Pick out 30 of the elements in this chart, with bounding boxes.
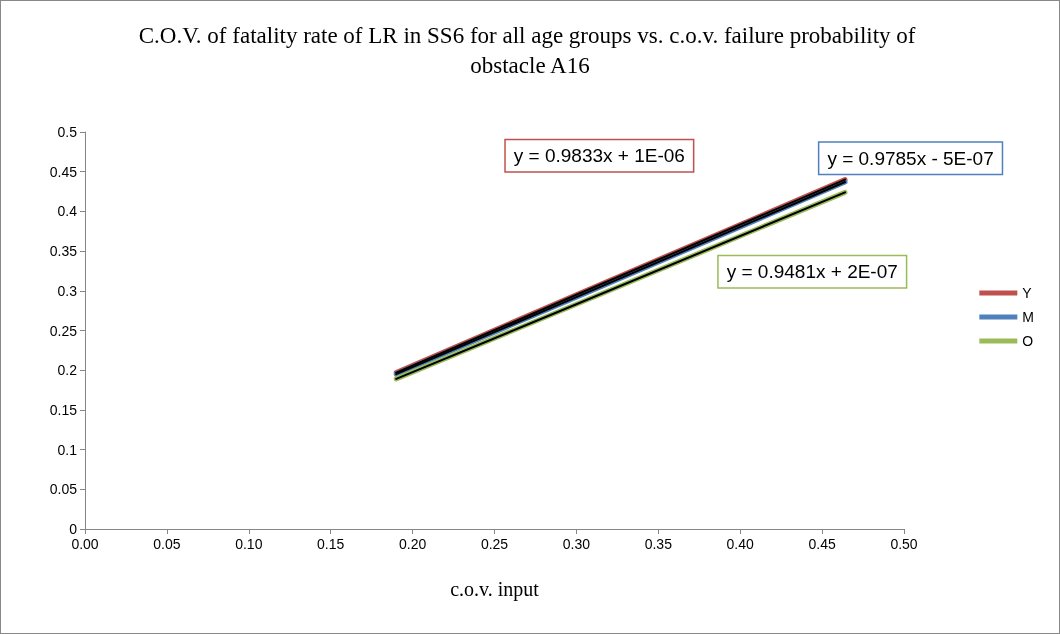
x-tick-label: 0.30 — [562, 536, 591, 552]
x-tick-label: 0.35 — [644, 536, 673, 552]
chart-title: C.O.V. of fatality rate of LR in SS6 for all age groups vs. c.o.v. failure probability of obstacle A16 — [138, 22, 922, 78]
y-tick-label: 0.45 — [49, 163, 78, 180]
y-tick-label: 0.15 — [49, 401, 78, 418]
x-tick-label: 0.50 — [890, 536, 918, 552]
x-tick-label: 0.45 — [808, 536, 836, 552]
y-tick-label: 0.5 — [57, 124, 78, 140]
x-tick-label: 0.25 — [480, 536, 509, 552]
y-tick-label: 0.4 — [57, 203, 78, 220]
x-tick-label: 0.00 — [71, 536, 99, 552]
y-tick-label: 0.1 — [57, 441, 78, 458]
y-tick-label: 0.35 — [49, 243, 78, 260]
annotation: y = 0.9785x - 5E-07 — [827, 147, 994, 169]
y-tick-label: 0.2 — [57, 362, 78, 379]
y-tick-label: 0.05 — [49, 481, 78, 498]
annotation: y = 0.9833x + 1E-06 — [513, 145, 685, 167]
y-tick-label: 0.3 — [57, 282, 78, 299]
legend-label: M — [1022, 309, 1035, 325]
y-tick-label: 0 — [69, 521, 78, 537]
legend-label: Y — [1022, 285, 1033, 301]
x-tick-label: 0.05 — [153, 536, 181, 552]
x-axis-title: c.o.v. input — [450, 578, 540, 601]
legend-label: O — [1022, 333, 1034, 349]
x-tick-label: 0.10 — [235, 536, 263, 552]
y-tick-label: 0.25 — [49, 322, 78, 339]
annotation: y = 0.9481x + 2E-07 — [726, 261, 898, 283]
x-tick-label: 0.15 — [317, 536, 345, 552]
x-tick-label: 0.40 — [726, 536, 755, 552]
x-tick-label: 0.20 — [398, 536, 427, 552]
